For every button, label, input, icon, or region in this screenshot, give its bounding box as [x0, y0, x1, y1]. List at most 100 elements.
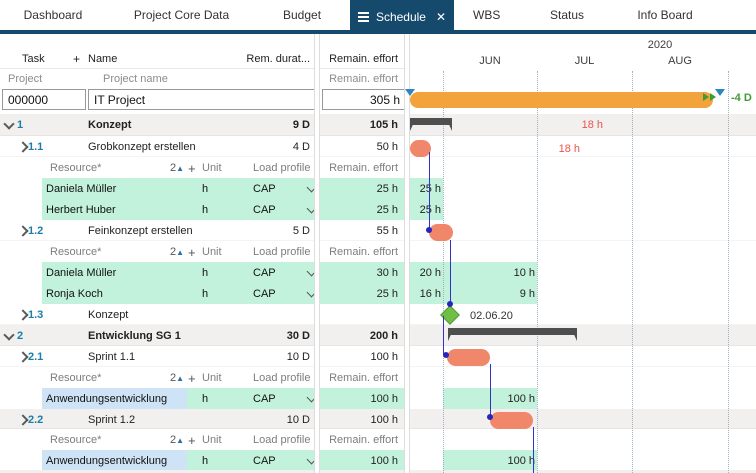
resource-load-profile[interactable]: CAP	[253, 288, 276, 300]
expand-icon[interactable]	[17, 351, 29, 363]
resource-effort[interactable]: 100 h	[370, 455, 398, 467]
expand-icon[interactable]	[17, 141, 29, 153]
resource-load-profile[interactable]: CAP	[253, 455, 276, 467]
resource-name[interactable]: Anwendungsentwicklung	[46, 393, 168, 405]
task-name[interactable]: Sprint 1.2	[88, 414, 136, 426]
task-duration[interactable]: 9 D	[292, 119, 310, 131]
task-duration[interactable]: 4 D	[292, 141, 310, 153]
tab-dashboard[interactable]: Dashboard	[23, 8, 83, 22]
task-id[interactable]: 1.3	[28, 309, 44, 321]
resource-name[interactable]: Daniela Müller	[46, 267, 117, 279]
project-id-input[interactable]	[2, 89, 86, 110]
task-duration[interactable]: 10 D	[286, 351, 310, 363]
gantt-task-bar[interactable]	[447, 349, 490, 366]
resource-name[interactable]: Herbert Huber	[46, 204, 116, 216]
tab-status[interactable]: Status	[549, 8, 585, 22]
task-row-1-1[interactable]: 1.1 Grobkonzept erstellen 4 D 50 h 18 h	[0, 136, 756, 157]
add-resource-button[interactable]: +	[188, 433, 196, 448]
project-effort-input[interactable]	[322, 89, 406, 110]
task-id[interactable]: 1	[17, 119, 24, 131]
resource-effort[interactable]: 100 h	[370, 393, 398, 405]
resource-load-profile[interactable]: CAP	[253, 267, 276, 279]
tab-budget[interactable]: Budget	[283, 8, 322, 22]
task-row-2[interactable]: 2 Entwicklung SG 1 30 D 200 h	[0, 325, 756, 346]
task-id[interactable]: 1.1	[28, 141, 44, 153]
sort-control[interactable]: 2▲	[170, 246, 185, 258]
add-resource-button[interactable]: +	[188, 245, 196, 260]
gantt-summary-bar[interactable]	[448, 328, 577, 341]
task-effort[interactable]: 105 h	[369, 119, 398, 131]
resource-row[interactable]: Anwendungsentwicklung h CAP 100 h 100 h	[0, 388, 756, 409]
resource-unit[interactable]: h	[202, 288, 209, 300]
gantt-task-bar[interactable]	[410, 140, 431, 157]
tab-schedule-active[interactable]: Schedule ✕	[350, 0, 454, 34]
resource-name[interactable]: Ronja Koch	[46, 288, 103, 300]
sort-control[interactable]: 2▲	[170, 162, 185, 174]
task-id[interactable]: 1.2	[28, 225, 44, 237]
task-name[interactable]: Sprint 1.1	[88, 351, 136, 363]
task-id[interactable]: 2.1	[28, 351, 44, 363]
task-effort[interactable]: 100 h	[370, 414, 398, 426]
tab-wbs[interactable]: WBS	[473, 8, 501, 22]
resource-effort[interactable]: 25 h	[376, 204, 398, 216]
task-row-1[interactable]: 1 Konzept 9 D 105 h 18 h	[0, 114, 756, 136]
resource-name[interactable]: Anwendungsentwicklung	[46, 455, 168, 467]
resource-effort[interactable]: 25 h	[376, 183, 398, 195]
column-splitter[interactable]	[314, 34, 320, 473]
task-duration[interactable]: 5 D	[292, 225, 310, 237]
collapse-icon[interactable]	[3, 329, 15, 341]
resource-unit[interactable]: h	[202, 204, 209, 216]
expand-icon[interactable]	[17, 414, 29, 426]
resource-row[interactable]: Daniela Müller h CAP 30 h 20 h 10 h	[0, 262, 756, 283]
task-name[interactable]: Grobkonzept erstellen	[88, 141, 196, 153]
resource-name[interactable]: Daniela Müller	[46, 183, 117, 195]
sort-control[interactable]: 2▲	[170, 434, 185, 446]
resource-load-profile[interactable]: CAP	[253, 183, 276, 195]
expand-icon[interactable]	[17, 225, 29, 237]
task-id[interactable]: 2.2	[28, 414, 44, 426]
gantt-project-bar[interactable]	[410, 92, 713, 108]
task-row-1-2[interactable]: 1.2 Feinkonzept erstellen 5 D 55 h	[0, 220, 756, 241]
task-row-2-1[interactable]: 2.1 Sprint 1.1 10 D 100 h	[0, 346, 756, 367]
task-name[interactable]: Konzept	[88, 309, 129, 321]
task-name[interactable]: Konzept	[88, 119, 132, 131]
resource-load-profile[interactable]: CAP	[253, 393, 276, 405]
project-name-input[interactable]	[88, 89, 318, 110]
gantt-task-bar[interactable]	[429, 224, 453, 241]
add-resource-button[interactable]: +	[188, 371, 196, 386]
close-icon[interactable]: ✕	[435, 10, 447, 24]
task-effort[interactable]: 200 h	[369, 330, 398, 342]
resource-unit[interactable]: h	[202, 267, 209, 279]
task-effort[interactable]: 100 h	[370, 351, 398, 363]
panel-splitter[interactable]	[404, 34, 410, 473]
gantt-task-bar[interactable]	[490, 412, 533, 429]
task-row-2-2[interactable]: 2.2 Sprint 1.2 10 D 100 h	[0, 409, 756, 429]
task-effort[interactable]: 55 h	[376, 225, 398, 237]
menu-icon[interactable]	[357, 12, 369, 22]
task-effort[interactable]: 50 h	[376, 141, 398, 153]
task-duration[interactable]: 10 D	[286, 414, 310, 426]
task-duration[interactable]: 30 D	[286, 330, 310, 342]
sort-control[interactable]: 2▲	[170, 372, 185, 384]
tab-project-core-data[interactable]: Project Core Data	[133, 8, 230, 22]
add-resource-button[interactable]: +	[188, 161, 196, 176]
resource-unit[interactable]: h	[202, 393, 209, 405]
resource-row[interactable]: Ronja Koch h CAP 25 h 16 h 9 h	[0, 283, 756, 304]
task-id[interactable]: 2	[17, 330, 24, 342]
expand-icon[interactable]	[17, 309, 29, 321]
add-column-button[interactable]: +	[73, 52, 81, 66]
resource-load-profile[interactable]: CAP	[253, 204, 276, 216]
resource-effort[interactable]: 30 h	[376, 267, 398, 279]
tab-info-board[interactable]: Info Board	[637, 8, 693, 22]
task-name[interactable]: Entwicklung SG 1	[88, 330, 181, 342]
gantt-summary-bar[interactable]	[410, 118, 452, 131]
resource-effort[interactable]: 25 h	[376, 288, 398, 300]
resource-unit[interactable]: h	[202, 455, 209, 467]
resource-unit[interactable]: h	[202, 183, 209, 195]
resource-row[interactable]: Herbert Huber h CAP 25 h 25 h	[0, 199, 756, 220]
task-name[interactable]: Feinkonzept erstellen	[88, 225, 193, 237]
resource-row[interactable]: Daniela Müller h CAP 25 h 25 h	[0, 178, 756, 199]
resource-row[interactable]: Anwendungsentwicklung h CAP 100 h 100 h	[0, 450, 756, 470]
collapse-icon[interactable]	[3, 118, 15, 130]
task-row-1-3[interactable]: 1.3 Konzept 02.06.20	[0, 304, 756, 325]
